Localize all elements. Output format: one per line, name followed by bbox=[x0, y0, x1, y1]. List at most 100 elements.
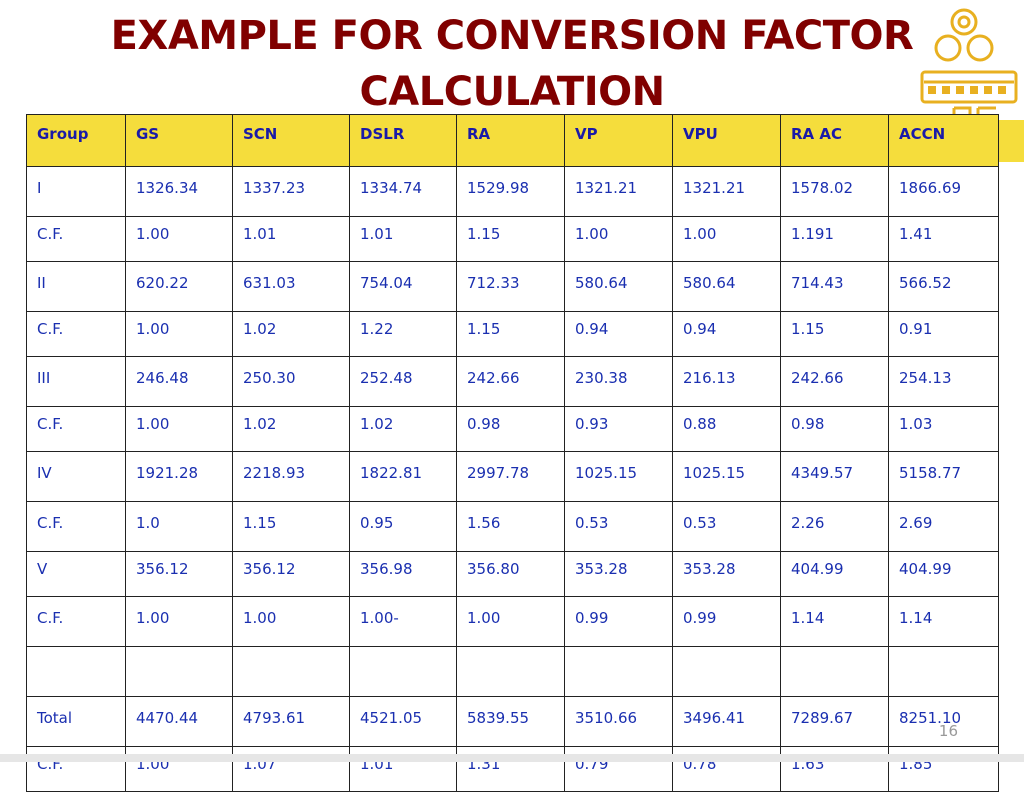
value-cell bbox=[232, 646, 350, 697]
value-cell: 1578.02 bbox=[780, 166, 889, 217]
column-header: VPU bbox=[672, 114, 781, 167]
table-row: III 246.48 250.30 252.48 242.66 230.38 216.13 2… bbox=[26, 356, 999, 407]
value-cell: 356.12 bbox=[232, 551, 350, 597]
slide-title: EXAMPLE FOR CONVERSION FACTOR CALCULATIO… bbox=[0, 8, 1024, 120]
value-cell: 1326.34 bbox=[125, 166, 233, 217]
row-label-cell: IV bbox=[26, 451, 126, 502]
value-cell: 0.98 bbox=[456, 406, 565, 452]
row-label-cell: C.F. bbox=[26, 596, 126, 647]
value-cell: 1921.28 bbox=[125, 451, 233, 502]
value-cell: 1.02 bbox=[349, 406, 457, 452]
value-cell: 0.53 bbox=[672, 501, 781, 552]
value-cell: 1.00 bbox=[125, 216, 233, 262]
value-cell bbox=[888, 646, 999, 697]
value-cell: 1.00 bbox=[125, 311, 233, 357]
row-label-cell: C.F. bbox=[26, 501, 126, 552]
value-cell: 4470.44 bbox=[125, 696, 233, 747]
value-cell: 0.94 bbox=[564, 311, 673, 357]
table-row: I 1326.34 1337.23 1334.74 1529.98 1321.21 1321… bbox=[26, 166, 999, 217]
value-cell: 580.64 bbox=[564, 261, 673, 312]
value-cell: 1.02 bbox=[232, 311, 350, 357]
value-cell: 1025.15 bbox=[564, 451, 673, 502]
value-cell: 631.03 bbox=[232, 261, 350, 312]
column-header: Group bbox=[26, 114, 126, 167]
row-label-cell: C.F. bbox=[26, 406, 126, 452]
value-cell bbox=[564, 646, 673, 697]
value-cell: 404.99 bbox=[780, 551, 889, 597]
column-header: VP bbox=[564, 114, 673, 167]
value-cell: 0.95 bbox=[349, 501, 457, 552]
value-cell: 1.03 bbox=[888, 406, 999, 452]
value-cell: 0.53 bbox=[564, 501, 673, 552]
value-cell: 246.48 bbox=[125, 356, 233, 407]
value-cell: 712.33 bbox=[456, 261, 565, 312]
value-cell: 1025.15 bbox=[672, 451, 781, 502]
value-cell: 1334.74 bbox=[349, 166, 457, 217]
value-cell: 356.98 bbox=[349, 551, 457, 597]
value-cell: 216.13 bbox=[672, 356, 781, 407]
row-label-cell: Total bbox=[26, 696, 126, 747]
slide-title-line-1: EXAMPLE FOR CONVERSION FACTOR bbox=[110, 13, 914, 59]
value-cell: 353.28 bbox=[564, 551, 673, 597]
value-cell: 252.48 bbox=[349, 356, 457, 407]
value-cell: 1529.98 bbox=[456, 166, 565, 217]
value-cell: 1.00 bbox=[564, 216, 673, 262]
value-cell: 0.88 bbox=[672, 406, 781, 452]
value-cell: 580.64 bbox=[672, 261, 781, 312]
value-cell: 1321.21 bbox=[564, 166, 673, 217]
value-cell: 254.13 bbox=[888, 356, 999, 407]
table-row: C.F. 1.0 1.15 0.95 1.56 0.53 0.53 2.26 2.69 bbox=[26, 501, 999, 552]
value-cell: 0.91 bbox=[888, 311, 999, 357]
row-label-cell: II bbox=[26, 261, 126, 312]
value-cell: 1337.23 bbox=[232, 166, 350, 217]
value-cell: 242.66 bbox=[456, 356, 565, 407]
column-header: GS bbox=[125, 114, 233, 167]
value-cell: 1.15 bbox=[456, 216, 565, 262]
value-cell bbox=[349, 646, 457, 697]
value-cell: 1.56 bbox=[456, 501, 565, 552]
value-cell: 566.52 bbox=[888, 261, 999, 312]
value-cell bbox=[672, 646, 781, 697]
value-cell: 1.15 bbox=[456, 311, 565, 357]
value-cell: 5839.55 bbox=[456, 696, 565, 747]
table-row bbox=[26, 646, 999, 697]
row-label-cell bbox=[26, 646, 126, 697]
value-cell: 404.99 bbox=[888, 551, 999, 597]
value-cell: 353.28 bbox=[672, 551, 781, 597]
column-header: SCN bbox=[232, 114, 350, 167]
table-body: Group GS SCN DSLR RA VP VPU RA AC ACCN I 1326.34 13… bbox=[26, 114, 999, 792]
slide-title-line-2: CALCULATION bbox=[359, 69, 665, 115]
value-cell: 2997.78 bbox=[456, 451, 565, 502]
value-cell: 620.22 bbox=[125, 261, 233, 312]
value-cell: 230.38 bbox=[564, 356, 673, 407]
value-cell: 1.22 bbox=[349, 311, 457, 357]
value-cell: 4521.05 bbox=[349, 696, 457, 747]
value-cell: 1822.81 bbox=[349, 451, 457, 502]
value-cell: 2.26 bbox=[780, 501, 889, 552]
value-cell: 250.30 bbox=[232, 356, 350, 407]
row-label-cell: C.F. bbox=[26, 311, 126, 357]
value-cell: 754.04 bbox=[349, 261, 457, 312]
value-cell: 4349.57 bbox=[780, 451, 889, 502]
value-cell: 3496.41 bbox=[672, 696, 781, 747]
value-cell: 0.99 bbox=[672, 596, 781, 647]
value-cell: 1.00 bbox=[232, 596, 350, 647]
value-cell: 1.191 bbox=[780, 216, 889, 262]
table-row: C.F. 1.00 1.02 1.02 0.98 0.93 0.88 0.98 1.03 bbox=[26, 406, 999, 452]
value-cell: 0.98 bbox=[780, 406, 889, 452]
value-cell: 2.69 bbox=[888, 501, 999, 552]
value-cell: 3510.66 bbox=[564, 696, 673, 747]
value-cell: 1.00 bbox=[672, 216, 781, 262]
row-label-cell: C.F. bbox=[26, 216, 126, 262]
table-row: Total 4470.44 4793.61 4521.05 5839.55 3510.66… bbox=[26, 696, 999, 747]
value-cell: 1.00 bbox=[125, 596, 233, 647]
value-cell: 0.94 bbox=[672, 311, 781, 357]
value-cell: 1.02 bbox=[232, 406, 350, 452]
table-row: C.F. 1.00 1.00 1.00- 1.00 0.99 0.99 1.14 1.14 bbox=[26, 596, 999, 647]
value-cell: 1.0 bbox=[125, 501, 233, 552]
value-cell: 1.14 bbox=[888, 596, 999, 647]
value-cell bbox=[125, 646, 233, 697]
table-row: C.F. 1.00 1.02 1.22 1.15 0.94 0.94 1.15 0.91 bbox=[26, 311, 999, 357]
value-cell: 1.01 bbox=[349, 216, 457, 262]
value-cell: 356.80 bbox=[456, 551, 565, 597]
